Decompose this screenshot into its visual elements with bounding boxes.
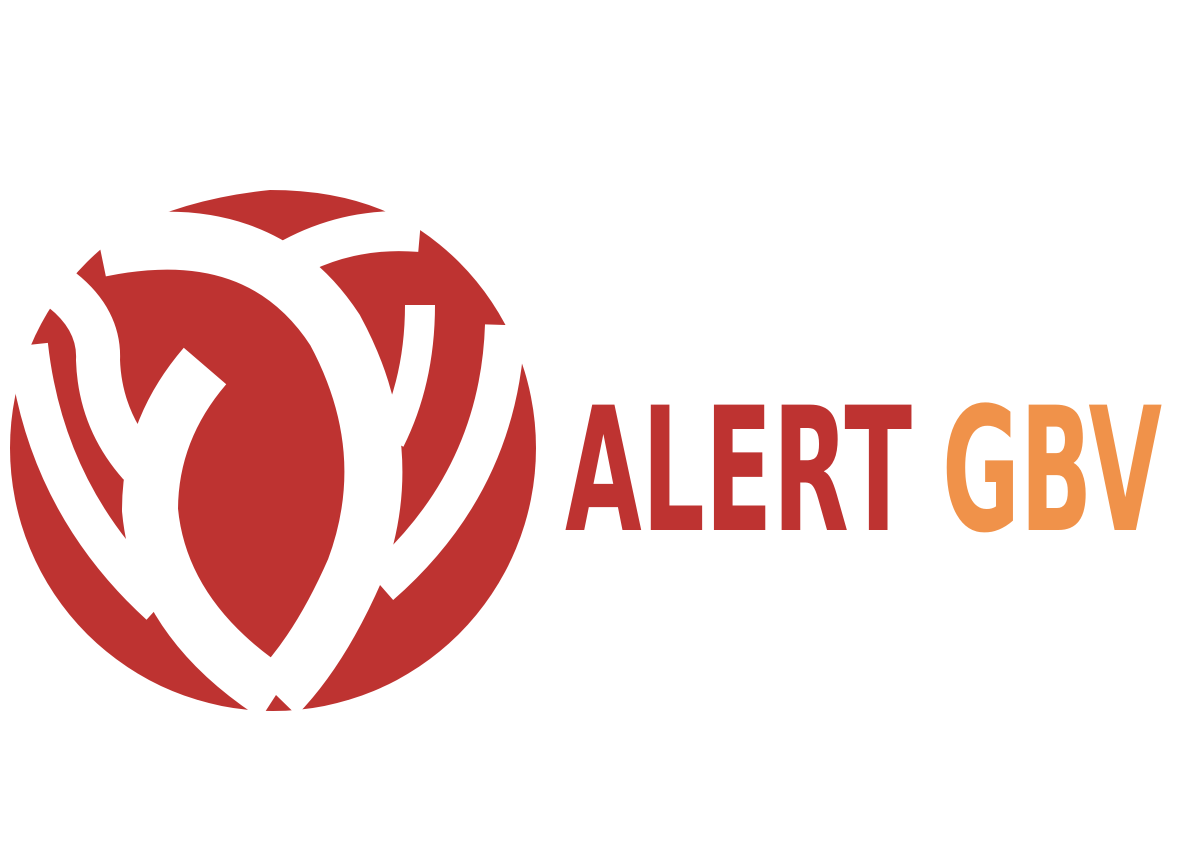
white-band	[94, 211, 403, 716]
logo-word-gbv: GBV	[942, 370, 1162, 571]
white-right-inner	[376, 304, 435, 447]
white-band-inner	[121, 347, 292, 719]
white-right	[366, 324, 525, 601]
white-left-inner	[47, 272, 157, 480]
logo-emblem	[0, 0, 560, 719]
white-left	[8, 342, 174, 620]
white-band-top	[260, 211, 422, 287]
logo-word-alert: ALERT	[565, 370, 912, 571]
top-cut	[0, 0, 560, 245]
